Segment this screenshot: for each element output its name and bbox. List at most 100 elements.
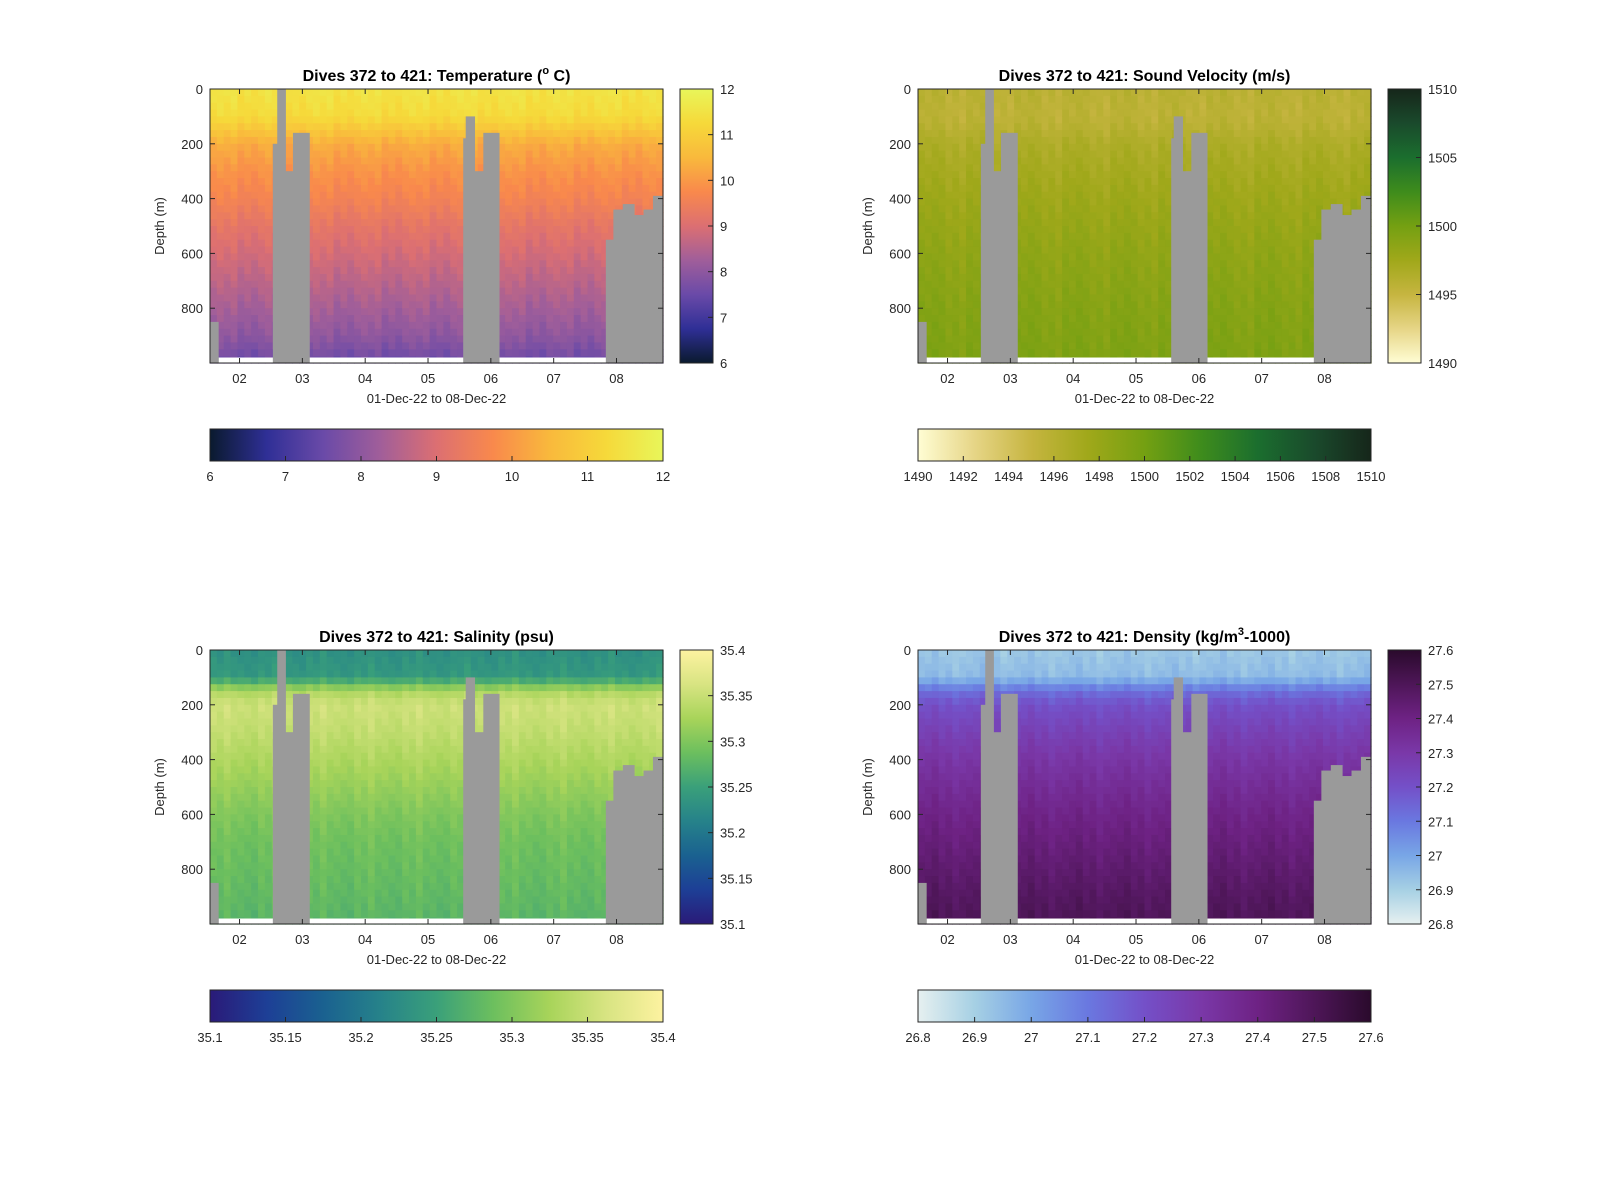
heatmap-cell (306, 232, 314, 241)
heatmap-cell (1247, 280, 1255, 289)
heatmap-cell (347, 328, 355, 337)
heatmap-cell (1151, 191, 1159, 200)
heatmap-cell (1075, 150, 1084, 159)
heatmap-cell (498, 171, 506, 179)
heatmap-cell (1062, 212, 1070, 220)
heatmap-cell (525, 171, 534, 179)
heatmap-cell (333, 280, 342, 289)
heatmap-cell (326, 205, 335, 213)
heatmap-cell (635, 178, 644, 186)
heatmap-cell (374, 287, 383, 296)
heatmap-cell (1151, 171, 1159, 179)
hcolorbar-tick-label: 7 (282, 469, 289, 484)
heatmap-cell (1117, 219, 1125, 227)
heatmap-cell (972, 95, 981, 104)
heatmap-cell (1220, 219, 1228, 227)
heatmap-cell (505, 273, 513, 282)
heatmap-cell (1014, 335, 1022, 344)
heatmap-cell (422, 301, 431, 309)
heatmap-cell (1075, 212, 1084, 220)
heatmap-cell (1130, 328, 1139, 337)
heatmap-cell (319, 164, 328, 172)
heatmap-cell (642, 157, 650, 165)
heatmap-cell (374, 109, 383, 117)
heatmap-cell (395, 89, 403, 97)
heatmap-cell (512, 102, 520, 111)
heatmap-cell (306, 219, 314, 227)
heatmap-cell (1117, 342, 1125, 350)
heatmap-cell (244, 136, 252, 145)
heatmap-cell (931, 171, 940, 179)
heatmap-cell (251, 267, 259, 275)
heatmap-cell (1247, 267, 1255, 275)
heatmap-cell (409, 219, 417, 227)
y-tick-label: 0 (196, 82, 203, 97)
heatmap-cell (251, 335, 259, 344)
heatmap-cell (642, 89, 650, 97)
heatmap-cell (367, 335, 376, 344)
heatmap-cell (1103, 260, 1111, 268)
heatmap-cell (1165, 184, 1173, 193)
heatmap-cell (966, 150, 974, 159)
heatmap-cell (505, 102, 513, 111)
heatmap-cell (443, 109, 451, 117)
heatmap-cell (402, 321, 410, 330)
heatmap-cell (938, 219, 947, 227)
heatmap-cell (532, 260, 541, 268)
heatmap-cell (1268, 260, 1276, 268)
heatmap-cell (1069, 273, 1077, 282)
heatmap-cell (952, 232, 960, 241)
heatmap-cell (326, 143, 335, 152)
heatmap-cell (1158, 273, 1166, 282)
heatmap-cell (388, 308, 396, 316)
heatmap-cell (938, 349, 947, 357)
heatmap-cell (573, 205, 582, 213)
heatmap-cell (1027, 219, 1036, 227)
heatmap-cell (1213, 136, 1221, 145)
heatmap-cell (608, 95, 616, 104)
heatmap-cell (1103, 143, 1111, 152)
heatmap-cell (945, 321, 953, 330)
heatmap-cell (580, 123, 589, 131)
heatmap-cell (1288, 95, 1297, 104)
heatmap-cell (1268, 321, 1276, 330)
heatmap-cell (251, 191, 259, 200)
heatmap-cell (1233, 239, 1242, 248)
heatmap-cell (1137, 123, 1146, 131)
heatmap-cell (210, 260, 218, 268)
heatmap-cell (1123, 109, 1132, 117)
heatmap-cell (361, 273, 369, 282)
heatmap-cell (244, 171, 252, 179)
heatmap-cell (223, 219, 232, 227)
heatmap-cell (319, 273, 328, 282)
heatmap-cell (1274, 280, 1283, 289)
heatmap-cell (237, 342, 245, 350)
heatmap-cell (972, 349, 981, 357)
heatmap-cell (1048, 178, 1056, 186)
heatmap-cell (367, 328, 376, 337)
heatmap-cell (1302, 184, 1310, 193)
heatmap-cell (1137, 136, 1146, 145)
heatmap-cell (388, 109, 396, 117)
heatmap-cell (924, 315, 933, 323)
heatmap-cell (388, 116, 396, 124)
heatmap-cell (1137, 273, 1146, 282)
heatmap-cell (566, 280, 575, 289)
heatmap-cell (210, 246, 218, 254)
heatmap-cell (395, 102, 403, 111)
heatmap-cell (649, 116, 657, 124)
heatmap-cell (1274, 253, 1283, 261)
heatmap-cell (628, 150, 637, 159)
heatmap-cell (546, 335, 554, 344)
heatmap-cell (1020, 226, 1029, 234)
heatmap-cell (1199, 123, 1207, 131)
heatmap-cell (210, 89, 218, 97)
heatmap-cell (924, 280, 933, 289)
heatmap-cell (457, 171, 465, 179)
heatmap-cell (374, 294, 383, 302)
heatmap-cell (230, 321, 239, 330)
heatmap-cell (1137, 109, 1146, 117)
heatmap-cell (972, 267, 981, 275)
heatmap-cell (553, 157, 561, 165)
heatmap-cell (601, 164, 609, 172)
